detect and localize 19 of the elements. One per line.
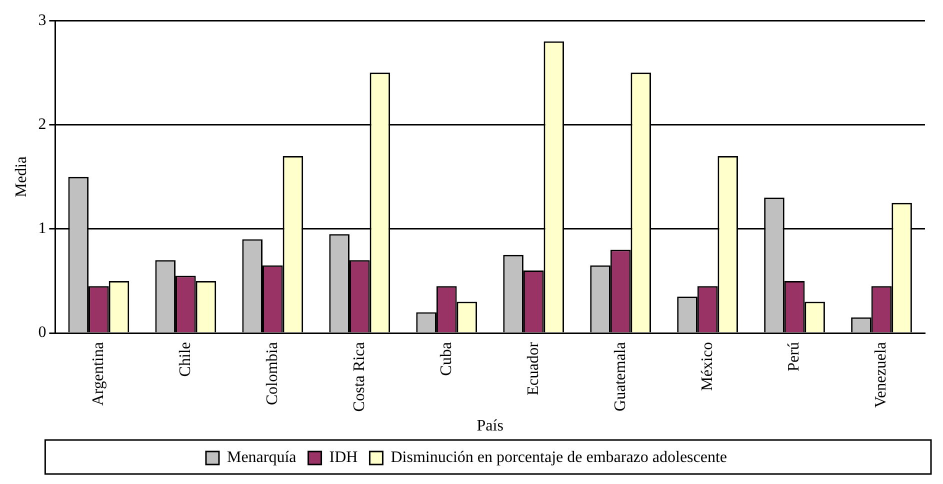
legend-label: Menarquía: [226, 449, 296, 466]
x-tick-label: Costa Rica: [350, 342, 368, 412]
y-tick-label: 3: [38, 12, 46, 29]
y-tick-label: 0: [38, 324, 46, 342]
x-tick-label: Ecuador: [524, 341, 542, 396]
y-axis-title: Media: [12, 156, 30, 198]
x-tick-label: Cuba: [438, 342, 455, 376]
legend-label: Disminución en porcentaje de embarazo adolescente: [390, 449, 728, 466]
x-axis-title: País: [476, 418, 504, 435]
legend-label: IDH: [329, 449, 358, 466]
x-tick-label: Guatemala: [612, 342, 629, 412]
x-tick-label: Chile: [176, 342, 194, 377]
x-tick-label: Colombia: [264, 342, 281, 406]
y-tick-label: 1: [38, 220, 46, 238]
x-tick-label: Argentina: [90, 342, 107, 406]
x-tick-label: México: [698, 342, 716, 391]
x-tick-label: Venezuela: [872, 342, 890, 408]
y-tick-label: 2: [38, 116, 46, 133]
x-tick-label: Perú: [786, 342, 803, 372]
